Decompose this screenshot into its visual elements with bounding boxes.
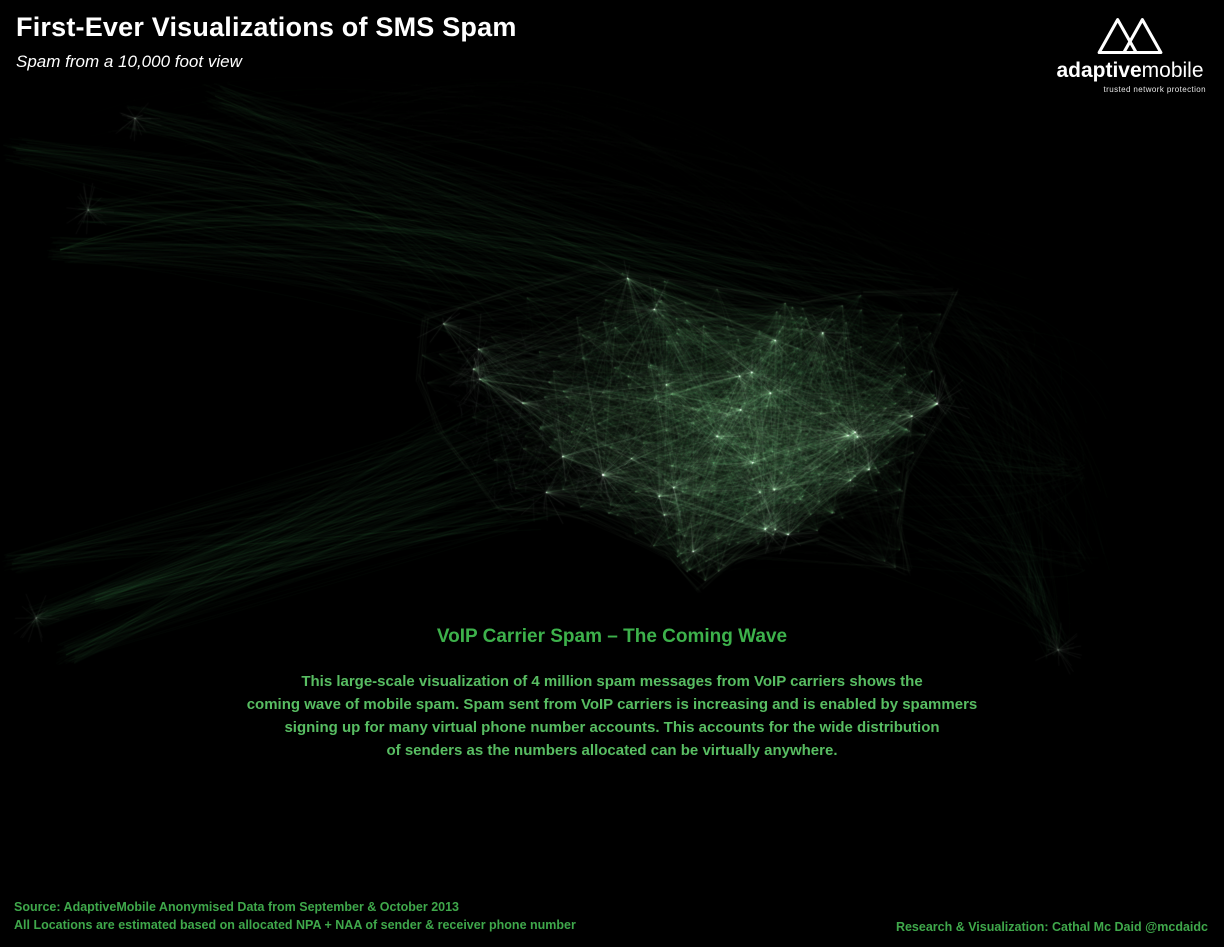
annotation-line: coming wave of mobile spam. Spam sent fr… — [246, 696, 978, 713]
title-block: First-Ever Visualizations of SMS Spam Sp… — [16, 12, 517, 72]
source-line: All Locations are estimated based on all… — [14, 918, 576, 932]
page-title: First-Ever Visualizations of SMS Spam — [16, 12, 517, 42]
annotation-line: signing up for many virtual phone number… — [284, 719, 940, 736]
annotation-body: This large-scale visualization of 4 mill… — [0, 670, 1224, 762]
source-notes: Source: AdaptiveMobile Anonymised Data f… — [14, 898, 576, 934]
annotation-line: of senders as the numbers allocated can … — [386, 742, 838, 759]
source-line: Source: AdaptiveMobile Anonymised Data f… — [14, 900, 460, 914]
annotation-heading: VoIP Carrier Spam – The Coming Wave — [436, 626, 788, 647]
annotation-block: VoIP Carrier Spam – The Coming Wave This… — [0, 626, 1224, 762]
brand-primary: adaptive — [1056, 59, 1142, 82]
brand-secondary: mobile — [1141, 59, 1204, 82]
brand-wordmark: adaptivemobile — [1056, 60, 1203, 81]
brand-tagline: trusted network protection — [1103, 85, 1206, 94]
credit-line: Research & Visualization: Cathal Mc Daid… — [895, 920, 1208, 934]
page-subtitle: Spam from a 10,000 foot view — [16, 52, 242, 71]
adaptivemobile-logomark-icon — [1097, 18, 1163, 55]
adaptivemobile-logo: adaptivemobile trusted network protectio… — [1054, 14, 1206, 94]
annotation-line: This large-scale visualization of 4 mill… — [301, 673, 923, 690]
